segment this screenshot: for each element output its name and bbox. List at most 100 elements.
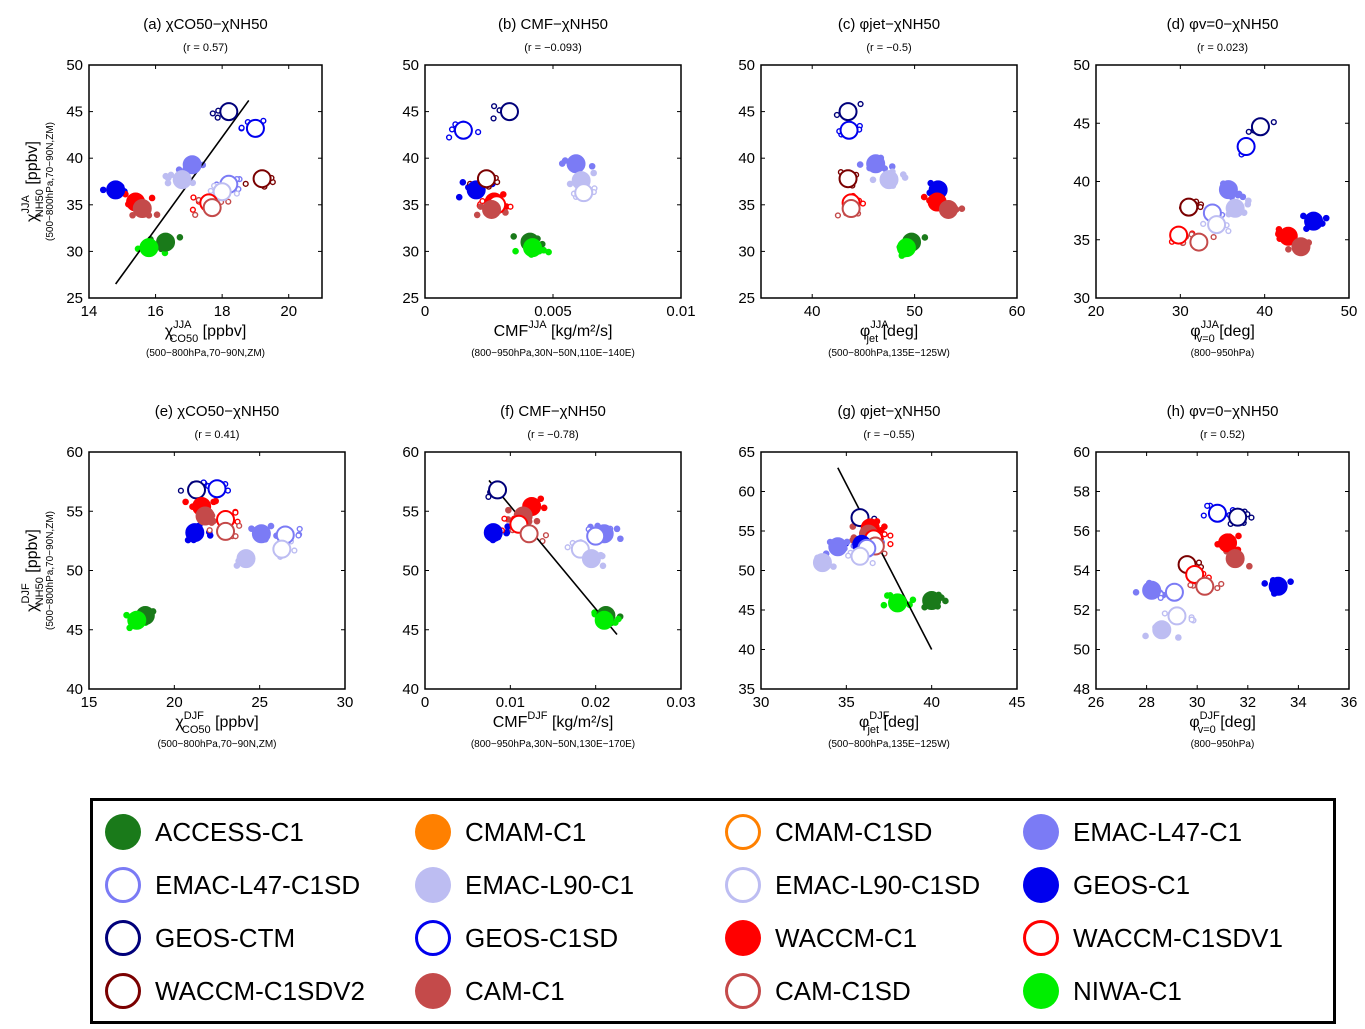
panel-correlation: (r = 0.57) [183,42,228,54]
member-point [849,523,857,530]
x-tick-label: 45 [1009,694,1026,711]
model-mean-point [195,506,215,526]
member-point [296,525,303,533]
x-tick-label: 0.03 [666,694,695,711]
legend-label: NIWA-C1 [1073,975,1182,1006]
regression-line [488,479,618,636]
model-mean-point [156,232,176,252]
member-point [856,161,864,168]
x-tick-label: 0 [421,694,429,711]
x-axis-note: (500−800hPa,135E−125W) [828,739,950,750]
member-point [537,495,545,503]
x-tick-label: 40 [804,303,821,320]
member-point [1161,610,1168,617]
y-tick-label: 54 [1073,563,1090,580]
x-tick-label: 0.01 [666,303,695,320]
legend-label: GEOS-C1 [1073,869,1191,900]
plot-frame [424,451,682,690]
y-tick-label: 50 [1073,642,1090,659]
panel-title: (a) χCO50−χNH50 [143,16,268,33]
x-tick-label: 34 [1290,694,1307,711]
open-circle-icon [1023,920,1059,956]
marks [99,99,276,285]
y-tick-label: 52 [1073,602,1090,619]
model-mean-point [519,524,539,544]
member-point [1235,532,1242,540]
y-tick-label: 45 [66,622,83,639]
y-tick-label: 25 [738,290,755,307]
marks [1132,502,1294,641]
member-point [1248,514,1255,521]
legend-item: EMAC-L47-C1 [1023,812,1242,852]
member-point [182,498,189,506]
x-tick-label: 28 [1138,694,1155,711]
member-point [921,234,929,241]
legend-label: GEOS-CTM [155,922,296,953]
x-tick-label: 50 [906,303,923,320]
y-tick-label: 40 [402,150,419,167]
legend-label: CMAM-C1 [465,816,587,847]
filled-circle-icon [415,814,451,850]
member-point [899,171,907,178]
y-tick-label: 55 [738,523,755,540]
x-tick-label: 35 [838,694,855,711]
model-mean-point [245,118,265,138]
y-tick-label: 55 [402,503,419,520]
member-point [503,529,510,537]
member-point [512,247,519,255]
y-tick-label: 40 [66,681,83,698]
model-mean-point [586,526,606,546]
model-mean-point [182,155,202,175]
model-mean-point [523,238,543,258]
x-tick-label: 30 [337,694,354,711]
filled-circle-icon [1023,973,1059,1009]
model-mean-point [1304,211,1324,231]
y-tick-label: 50 [66,563,83,580]
member-point [455,193,463,201]
model-mean-point [828,537,848,557]
member-point [909,596,917,604]
member-point [176,233,184,241]
member-point [1132,589,1140,596]
member-point [958,205,966,213]
member-point [236,522,243,529]
marks [483,479,624,636]
legend-label: EMAC-L90-C1 [465,869,635,900]
regression-line [837,467,933,650]
member-point [1214,584,1221,592]
member-point [887,540,894,548]
member-point [884,592,891,599]
x-axis-note: (800−950hPa,30N−50N,130E−170E) [471,739,635,750]
model-mean-point [488,480,508,500]
member-point [209,110,216,117]
member-point [459,179,467,186]
legend-label: EMAC-L47-C1 [1073,816,1243,847]
x-tick-label: 25 [251,694,268,711]
y-tick-label: 35 [66,197,83,214]
y-tick-label: 40 [738,642,755,659]
model-mean-point [866,154,886,174]
x-tick-label: 0.02 [581,694,610,711]
model-mean-point [453,120,473,140]
figure-panels: (a) χCO50−χNH50(r = 0.57)14 16 18 202530354… [20,16,1357,750]
member-point [1246,562,1253,570]
model-mean-point [879,170,899,190]
model-mean-point [1164,582,1184,602]
marks [812,467,949,650]
panel-correlation: (r = 0.023) [1197,42,1248,54]
model-mean-point [838,102,858,122]
x-tick-label: 18 [214,303,231,320]
member-point [501,515,508,522]
model-mean-point [1195,576,1215,596]
filled-circle-icon [1023,867,1059,903]
panel-f: (f) CMF−χNH50 (r = −0.78) 0 0.01 0.02 0.03 40 4… [402,403,695,750]
member-point [448,126,456,133]
y-axis-label: χJJA NH50 [ppbv] [20,141,46,222]
x-tick-label: 0 [421,303,429,320]
x-axis-label: χJJA CO50 [ppbv] [165,319,247,345]
model-mean-point [1207,215,1227,235]
member-point [881,531,888,538]
y-tick-label: 50 [402,57,419,74]
model-mean-point [1179,197,1199,217]
member-point [880,601,888,609]
